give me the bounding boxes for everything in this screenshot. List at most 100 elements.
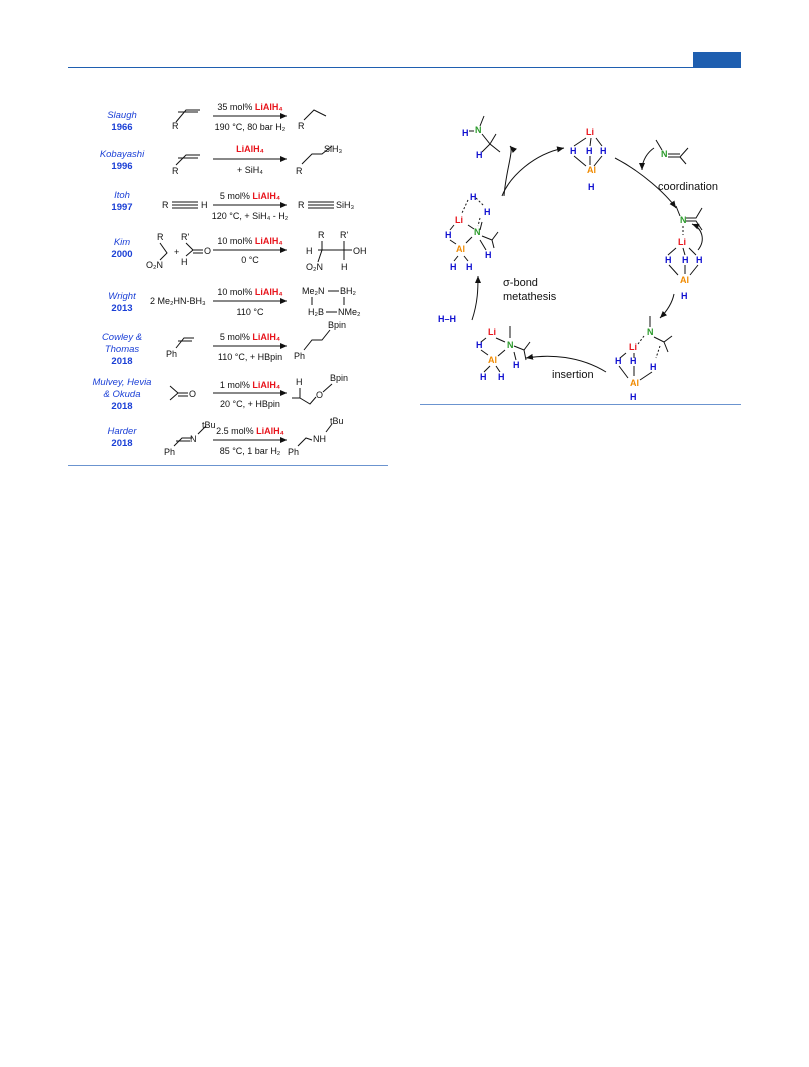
svg-text:10 mol% LiAlH₄: 10 mol% LiAlH₄ <box>217 287 282 297</box>
svg-text:Cowley &: Cowley & <box>102 332 142 343</box>
svg-text:H: H <box>485 250 492 260</box>
svg-text:2000: 2000 <box>111 249 132 260</box>
svg-text:tBu: tBu <box>330 416 344 426</box>
svg-text:H: H <box>466 262 473 272</box>
arrow-insertion <box>525 353 607 373</box>
label-sigma-bond: σ-bond <box>503 277 538 289</box>
svg-text:H: H <box>480 372 487 382</box>
svg-text:20 °C, + HBpin: 20 °C, + HBpin <box>220 399 280 409</box>
svg-text:O₂N: O₂N <box>306 262 323 272</box>
svg-text:H: H <box>201 200 208 210</box>
svg-text:H: H <box>600 146 607 156</box>
svg-text:2018: 2018 <box>111 401 132 412</box>
svg-text:N: N <box>474 227 481 237</box>
svg-text:85 °C, 1 bar H₂: 85 °C, 1 bar H₂ <box>220 446 281 456</box>
catalytic-cycle: Li H H H Al H H N H N N Li H H H Al H N … <box>438 115 718 400</box>
svg-text:1996: 1996 <box>111 161 132 172</box>
svg-text:Ph: Ph <box>166 349 177 359</box>
arrow-metathesis <box>471 275 481 321</box>
coordination-complex: N Li H H H Al H <box>665 205 703 301</box>
header-accent-block <box>693 52 741 67</box>
arrow-to-insertion <box>659 293 675 319</box>
svg-text:2013: 2013 <box>111 303 132 314</box>
svg-text:H: H <box>588 182 595 192</box>
svg-text:R: R <box>162 200 169 210</box>
svg-text:Me₂N: Me₂N <box>302 286 325 296</box>
svg-text:N: N <box>661 149 668 159</box>
svg-text:R': R' <box>340 230 348 240</box>
svg-text:+: + <box>174 247 179 257</box>
svg-text:H: H <box>445 230 452 240</box>
svg-text:Bpin: Bpin <box>330 373 348 383</box>
svg-text:H: H <box>681 291 688 301</box>
svg-text:H: H <box>470 192 477 202</box>
svg-text:BH₂: BH₂ <box>340 286 357 296</box>
svg-text:Kim: Kim <box>114 237 130 248</box>
svg-text:Harder: Harder <box>107 426 137 437</box>
conditions-below: 190 °C, 80 bar H₂ <box>215 122 286 132</box>
svg-text:R: R <box>157 232 164 242</box>
svg-text:SiH₃: SiH₃ <box>324 144 343 154</box>
svg-text:1997: 1997 <box>111 202 132 213</box>
svg-text:2018: 2018 <box>111 438 132 449</box>
svg-text:Al: Al <box>488 355 497 365</box>
svg-text:SiH₃: SiH₃ <box>336 200 355 210</box>
svg-text:Li: Li <box>488 327 496 337</box>
reaction-kim: Kim 2000 R O₂N + R' H O 10 mol% LiAlH₄ 0… <box>111 230 366 272</box>
svg-text:R: R <box>298 121 305 131</box>
amine-product: H N H <box>462 115 501 160</box>
svg-text:H: H <box>462 128 469 138</box>
svg-text:H: H <box>682 255 689 265</box>
svg-text:H: H <box>306 246 313 256</box>
svg-text:2018: 2018 <box>111 356 132 367</box>
svg-text:H: H <box>570 146 577 156</box>
svg-text:H: H <box>586 146 593 156</box>
svg-text:H: H <box>513 360 520 370</box>
svg-text:Al: Al <box>680 275 689 285</box>
svg-text:LiAlH₄: LiAlH₄ <box>236 144 264 154</box>
svg-text:10 mol% LiAlH₄: 10 mol% LiAlH₄ <box>217 236 282 246</box>
reaction-cowley-thomas: Cowley & Thomas 2018 Ph 5 mol% LiAlH₄ 11… <box>102 320 346 367</box>
svg-text:Li: Li <box>678 237 686 247</box>
svg-text:H: H <box>484 207 491 217</box>
svg-text:N: N <box>190 434 197 444</box>
svg-text:H: H <box>341 262 348 272</box>
svg-text:H: H <box>630 356 637 366</box>
reaction-wright: Wright 2013 2 Me₂HN-BH₃ 10 mol% LiAlH₄ 1… <box>108 286 361 317</box>
svg-text:Wright: Wright <box>108 291 136 302</box>
svg-text:H₂B: H₂B <box>308 307 324 317</box>
svg-text:Li: Li <box>586 127 594 137</box>
svg-text:O: O <box>189 389 196 399</box>
svg-text:Kobayashi: Kobayashi <box>100 149 145 160</box>
reaction-slaugh: Slaugh 1966 R 35 mol% LiAlH₄ 190 °C, 80 … <box>107 102 327 133</box>
svg-text:H: H <box>615 356 622 366</box>
lialh4-catalyst: Li H H H Al H <box>570 127 607 192</box>
svg-text:NMe₂: NMe₂ <box>338 307 361 317</box>
svg-text:Ph: Ph <box>288 447 299 457</box>
svg-text:R: R <box>172 121 179 131</box>
scheme-rule-right <box>420 404 741 405</box>
svg-text:Li: Li <box>455 215 463 225</box>
svg-text:R: R <box>318 230 325 240</box>
conditions-above: 35 mol% LiAlH₄ <box>217 102 282 112</box>
svg-text:Al: Al <box>587 165 596 175</box>
svg-text:Ph: Ph <box>164 447 175 457</box>
imine-substrate: N <box>655 139 689 165</box>
label-insertion: insertion <box>552 369 594 381</box>
svg-text:O: O <box>204 246 211 256</box>
svg-text:R: R <box>296 166 303 176</box>
svg-text:0 °C: 0 °C <box>241 255 259 265</box>
svg-text:N: N <box>507 340 514 350</box>
reaction-mulvey-hevia-okuda: Mulvey, Hevia & Okuda 2018 O 1 mol% LiAl… <box>93 373 348 412</box>
reactions-scheme: Slaugh 1966 R 35 mol% LiAlH₄ 190 °C, 80 … <box>93 102 367 457</box>
amido-complex: Li H N Al H H H <box>476 326 531 382</box>
svg-text:R': R' <box>181 232 189 242</box>
svg-text:OH: OH <box>353 246 367 256</box>
svg-text:Bpin: Bpin <box>328 320 346 330</box>
svg-text:& Okuda: & Okuda <box>104 389 141 400</box>
header-rule <box>68 67 741 68</box>
svg-text:NH: NH <box>313 434 326 444</box>
year: 1966 <box>111 122 132 133</box>
metathesis-transition-state: H H Li H N Al H H H <box>445 192 499 272</box>
svg-text:H: H <box>450 262 457 272</box>
